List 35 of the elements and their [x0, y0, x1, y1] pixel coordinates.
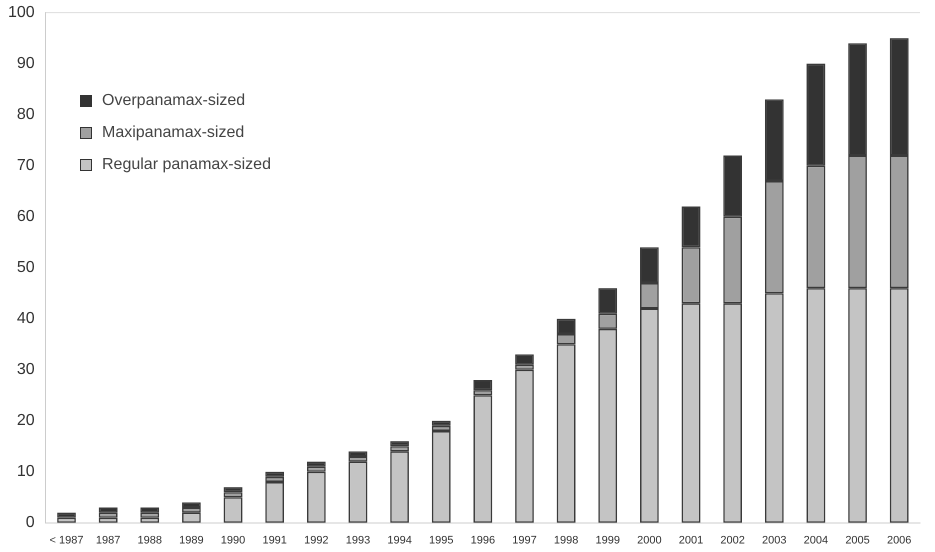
x-tick-label: 2002 — [720, 534, 745, 546]
x-tick-label: 1988 — [138, 534, 162, 546]
legend-label: Maxipanamax-sized — [102, 124, 244, 142]
y-tick-label: 0 — [26, 514, 35, 532]
x-tick-label: 2003 — [762, 534, 787, 546]
x-tick-label: < 1987 — [50, 534, 84, 546]
x-tick-label: 2005 — [845, 534, 870, 546]
y-tick-label: 70 — [16, 157, 35, 174]
x-tick-label: 1994 — [387, 534, 412, 546]
x-tick-label: 1997 — [512, 534, 537, 546]
y-tick-label: 100 — [8, 4, 35, 22]
x-tick-label: 2000 — [637, 534, 662, 546]
legend-label: Overpanamax-sized — [102, 92, 246, 110]
x-tick-label: 2006 — [886, 534, 912, 546]
y-tick-label: 40 — [16, 310, 35, 328]
y-tick-label: 20 — [16, 412, 35, 430]
x-tick-label: 1992 — [304, 534, 329, 546]
x-tick-label: 1996 — [470, 534, 496, 546]
x-tick-label: 1989 — [179, 534, 204, 546]
y-tick-label: 60 — [16, 208, 35, 226]
x-tick-label: 1993 — [346, 534, 370, 546]
y-tick-label: 90 — [16, 55, 35, 72]
x-tick-label: 2001 — [678, 534, 704, 546]
y-tick-label: 30 — [16, 361, 35, 378]
x-tick-label: 1990 — [220, 534, 246, 546]
x-tick-label: 1991 — [262, 534, 287, 546]
x-tick-label: 1987 — [96, 534, 120, 546]
y-tick-label: 50 — [16, 259, 35, 276]
y-tick-label: 80 — [16, 106, 35, 124]
legend-label: Regular panamax-sized — [102, 156, 271, 174]
x-tick-label: 2004 — [804, 534, 828, 546]
x-tick-label: 1999 — [596, 534, 620, 546]
x-tick-label: 1998 — [554, 534, 578, 546]
x-tick-label: 1995 — [428, 534, 454, 546]
y-tick-label: 10 — [16, 463, 35, 480]
